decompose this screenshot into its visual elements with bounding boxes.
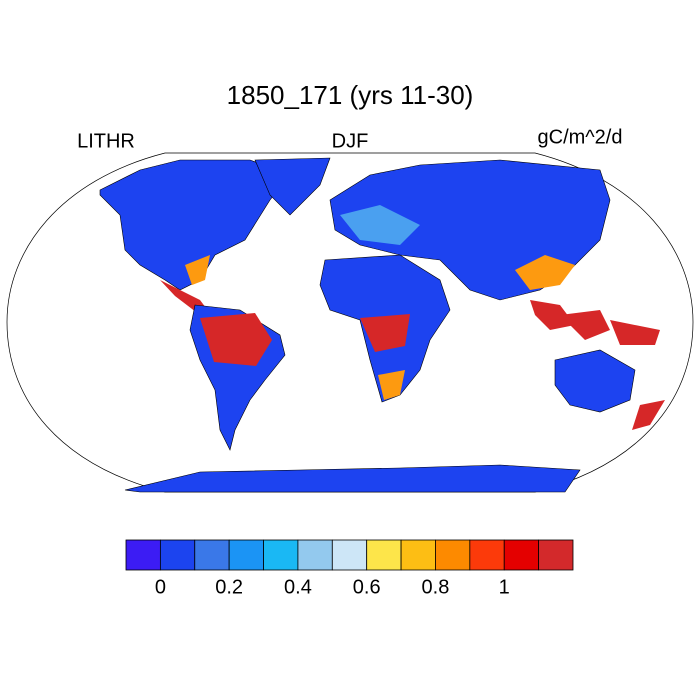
colorbar-tick-label: 0.6	[353, 576, 381, 598]
region	[515, 255, 575, 290]
colorbar-box	[228, 539, 264, 571]
colorbar-box	[194, 539, 230, 571]
australia	[554, 349, 636, 413]
colorbar-tick-label: 0.2	[215, 576, 243, 598]
indonesia	[530, 300, 575, 330]
region	[340, 205, 420, 245]
colorbar-box	[331, 539, 368, 571]
map	[6, 152, 694, 493]
region	[200, 313, 272, 366]
colorbar-tick-label: 0	[155, 576, 166, 598]
colorbar-box	[538, 539, 574, 571]
colorbar-box	[366, 539, 402, 571]
colorbar-box	[159, 539, 196, 571]
units-label: gC/m^2/d	[538, 126, 623, 148]
colorbar-box	[400, 539, 436, 571]
indonesia	[560, 310, 610, 340]
colorbar-box	[297, 539, 333, 571]
left-label: LITHR	[77, 130, 135, 152]
colorbar-box	[435, 539, 471, 571]
colorbar-tick-label: 0.4	[284, 576, 312, 598]
colorbar-box	[503, 539, 540, 571]
title: 1850_171 (yrs 11-30)	[227, 80, 474, 110]
region	[185, 255, 210, 285]
colorbar-tick-label: 0.8	[422, 576, 450, 598]
center-label: DJF	[332, 130, 369, 152]
antarctica	[124, 464, 581, 493]
greenland	[254, 157, 331, 216]
new-zealand	[632, 400, 665, 430]
colorbar-box	[263, 539, 299, 571]
new-guinea	[610, 320, 660, 345]
colorbar-tick-label: 1	[499, 576, 510, 598]
region	[360, 314, 410, 352]
colorbar-box	[125, 539, 161, 571]
colorbar: 0 0.2 0.4 0.6 0.8 1	[125, 539, 574, 598]
colorbar-box	[469, 539, 505, 571]
region	[378, 370, 405, 400]
